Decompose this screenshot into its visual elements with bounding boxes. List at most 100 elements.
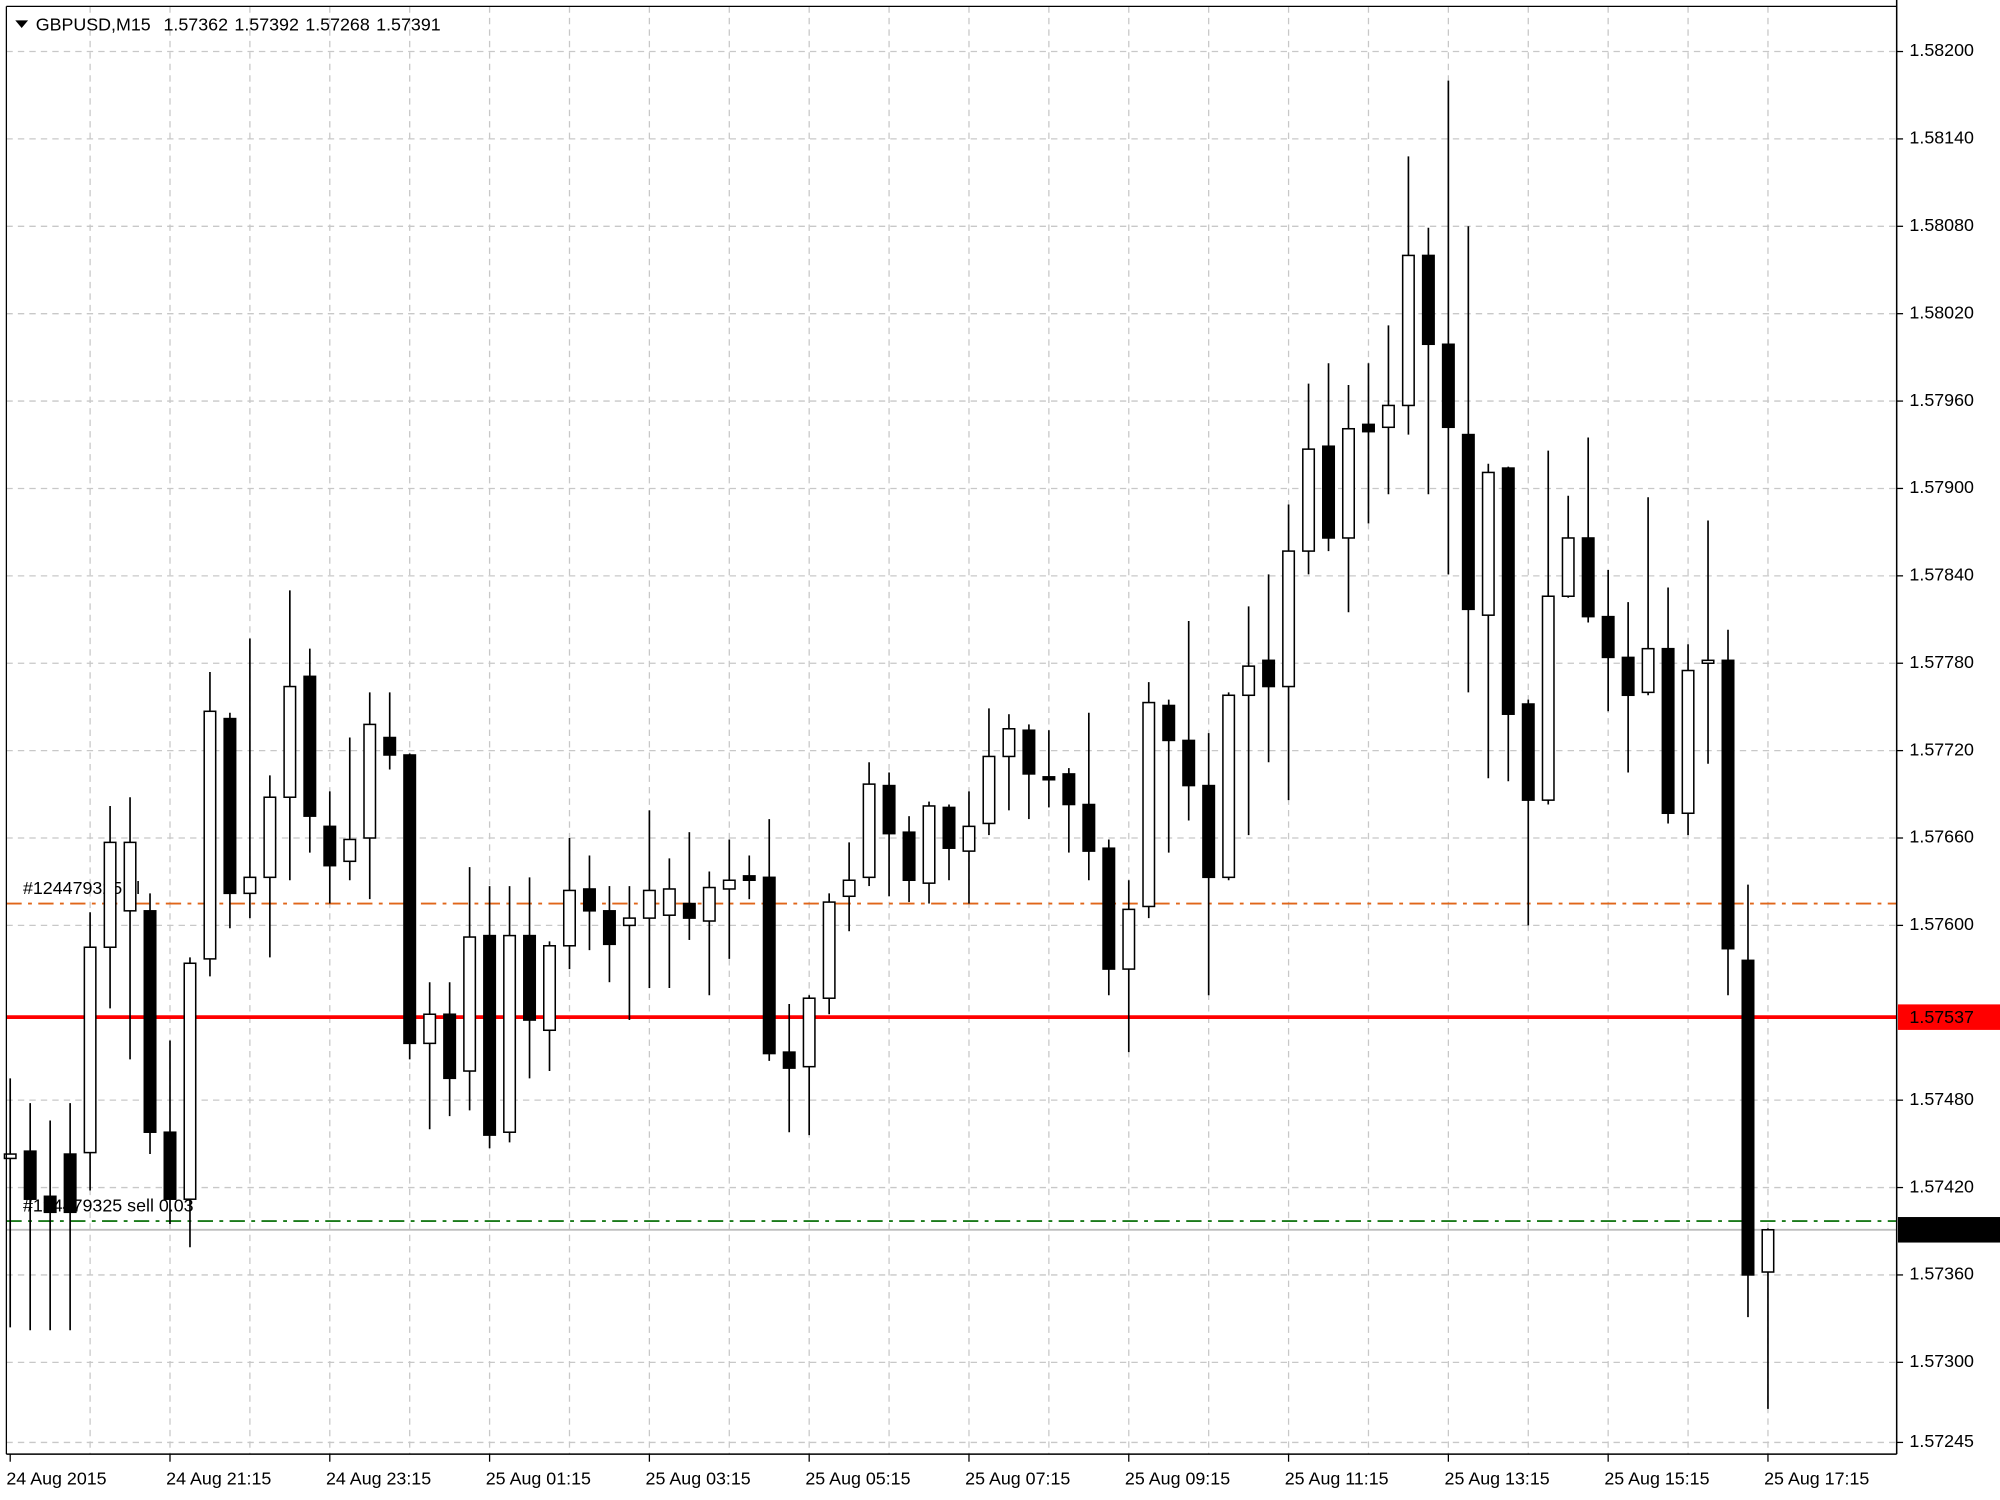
candle-body xyxy=(443,1013,457,1080)
candle-body xyxy=(183,962,197,1200)
candle-body xyxy=(1441,343,1455,429)
y-tick-label: 1.58080 xyxy=(1909,215,1974,235)
candle-body xyxy=(1541,595,1555,801)
candle-body xyxy=(882,784,896,835)
header-open: 1.57362 xyxy=(164,14,229,34)
candle-body xyxy=(902,831,916,882)
candle-body xyxy=(722,879,736,890)
candle-body xyxy=(1062,773,1076,806)
candle-body xyxy=(1022,729,1036,775)
candle-body xyxy=(403,754,417,1045)
candle-body xyxy=(1601,615,1615,659)
candle-body xyxy=(1561,537,1575,598)
x-tick-label: 24 Aug 2015 xyxy=(6,1468,106,1488)
candle-body xyxy=(503,934,517,1133)
price-label: 1.57391 xyxy=(1909,1220,1974,1240)
candle-body xyxy=(762,876,776,1055)
candle-body xyxy=(363,723,377,839)
candle-body xyxy=(1641,647,1655,694)
header: GBPUSD,M15 1.57362 1.57392 1.57268 1.57391 xyxy=(36,14,441,34)
candle-body xyxy=(1721,659,1735,950)
candle-body xyxy=(1302,448,1316,552)
y-tick-label: 1.57720 xyxy=(1909,739,1974,759)
candle-body xyxy=(682,902,696,919)
y-tick-label: 1.58200 xyxy=(1909,40,1974,60)
candle-body xyxy=(43,1195,57,1214)
candle-body xyxy=(1621,656,1635,697)
candle-body xyxy=(1082,803,1096,852)
order-label: #124479325 sl xyxy=(23,878,140,898)
y-tick-label: 1.57600 xyxy=(1909,914,1974,934)
candle-body xyxy=(582,888,596,912)
y-tick-label: 1.57300 xyxy=(1909,1351,1974,1371)
price-label-box xyxy=(1897,1004,2000,1030)
candle-body xyxy=(1421,254,1435,346)
candle-body xyxy=(1481,471,1495,616)
candle-body xyxy=(63,1153,77,1214)
candle-body xyxy=(463,936,477,1072)
y-tick-label: 1.57245 xyxy=(1909,1431,1974,1451)
candle-body xyxy=(303,675,317,817)
candle-body xyxy=(702,886,716,922)
header-high: 1.57392 xyxy=(234,14,299,34)
candle-body xyxy=(742,875,756,882)
candle-body xyxy=(842,879,856,898)
candle-body xyxy=(1182,739,1196,787)
candle-body xyxy=(3,1153,17,1160)
y-tick-label: 1.57900 xyxy=(1909,477,1974,497)
x-tick-label: 25 Aug 09:15 xyxy=(1125,1468,1230,1488)
header-close: 1.57391 xyxy=(376,14,441,34)
candle-body xyxy=(862,783,876,879)
candle-body xyxy=(1501,467,1515,715)
candle-body xyxy=(203,710,217,960)
candle-body xyxy=(822,901,836,999)
candle-body xyxy=(802,997,816,1068)
candle-body xyxy=(962,825,976,852)
x-tick-label: 25 Aug 17:15 xyxy=(1764,1468,1869,1488)
candle-body xyxy=(1002,728,1016,758)
candle-body xyxy=(543,945,557,1032)
candle-body xyxy=(1282,550,1296,688)
candle-body xyxy=(283,685,297,798)
y-tick-label: 1.57840 xyxy=(1909,565,1974,585)
candle-body xyxy=(243,876,257,895)
candle-body xyxy=(343,838,357,863)
y-tick-label: 1.58140 xyxy=(1909,128,1974,148)
candle-body xyxy=(263,796,277,879)
x-tick-label: 25 Aug 13:15 xyxy=(1445,1468,1550,1488)
candle-body xyxy=(323,825,337,867)
candle-body xyxy=(1401,254,1415,407)
candle-body xyxy=(163,1131,177,1200)
y-tick-label: 1.57420 xyxy=(1909,1176,1974,1196)
candle-body xyxy=(123,841,137,912)
x-tick-label: 25 Aug 07:15 xyxy=(965,1468,1070,1488)
candle-body xyxy=(1521,703,1535,801)
candle-body xyxy=(1042,776,1056,781)
candle-body xyxy=(1162,704,1176,742)
candle-body xyxy=(1581,537,1595,618)
candle-body xyxy=(982,755,996,825)
candle-body xyxy=(83,946,97,1154)
header-symbol: GBPUSD,M15 xyxy=(36,14,151,34)
candle-body xyxy=(1122,908,1136,970)
y-tick-label: 1.57780 xyxy=(1909,652,1974,672)
candle-body xyxy=(1681,669,1695,815)
price-label-box xyxy=(1897,1217,2000,1243)
candle-body xyxy=(1222,694,1236,879)
candle-body xyxy=(523,934,537,1021)
candle-body xyxy=(423,1013,437,1045)
candle-body xyxy=(383,736,397,756)
candle-body xyxy=(103,841,117,949)
x-tick-label: 25 Aug 05:15 xyxy=(805,1468,910,1488)
candle-body xyxy=(622,917,636,927)
candle-body xyxy=(143,910,157,1133)
candle-body xyxy=(1242,665,1256,697)
candle-body xyxy=(1361,423,1375,433)
candle-body xyxy=(922,805,936,884)
candle-body xyxy=(562,889,576,947)
candle-body xyxy=(1461,433,1475,611)
y-tick-label: 1.58020 xyxy=(1909,302,1974,322)
price-label: 1.57537 xyxy=(1909,1007,1974,1027)
candle-body xyxy=(1741,959,1755,1276)
